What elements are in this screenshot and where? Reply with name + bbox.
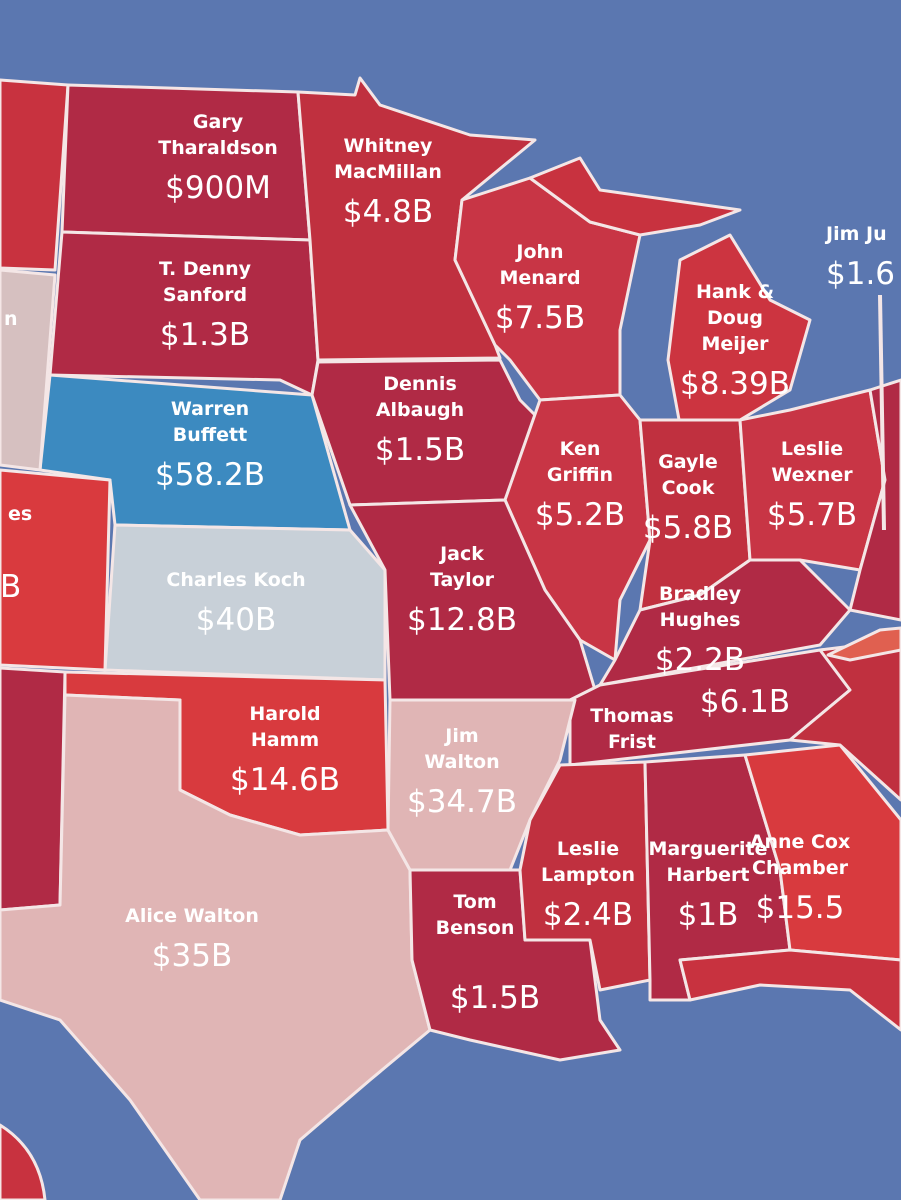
billionaire-name: Gary [193,111,244,133]
billionaire-name: Chamber [752,857,849,879]
billionaire-name: Hank & [696,281,774,303]
billionaire-name: Benson [436,917,515,939]
net-worth: $2.4B [543,897,633,933]
net-worth: $14.6B [230,762,340,798]
billionaire-name: Lampton [541,864,635,886]
billionaire-name: Charles Koch [166,569,305,591]
billionaire-name: Jack [438,543,484,565]
state-region [0,78,70,272]
billionaire-name: Anne Cox [750,831,851,853]
net-worth: $2.2B [655,642,745,678]
state-region [386,698,577,872]
billionaire-name: Warren [171,398,249,420]
billionaire-name: Hamm [251,729,319,751]
net-worth: $4.8B [343,194,433,230]
billionaire-name: Sanford [163,284,247,306]
billionaire-name: Meijer [701,333,769,355]
billionaire-name: Dennis [383,373,457,395]
net-worth: $900M [165,170,271,206]
state-region [598,558,852,687]
billionaire-name: Tom [453,891,496,913]
net-worth: $1.5B [450,980,540,1016]
billionaire-name: Walton [424,751,499,773]
billionaire-name: Tharaldson [158,137,278,159]
billionaire-name: Menard [499,267,580,289]
billionaire-name: Leslie [557,838,619,860]
state-region [666,233,812,427]
billionaire-name: Harold [249,703,320,725]
billionaire-name: T. Denny [159,258,252,280]
billionaire-name: Leslie [781,438,843,460]
net-worth: $40B [196,602,276,638]
state-region [678,948,901,1032]
net-worth: $5.2B [535,497,625,533]
billionaire-name: Hughes [660,609,741,631]
billionaire-name: n [4,308,18,330]
net-worth: B [0,569,21,605]
state-region [60,83,312,242]
state-region [788,638,901,802]
net-worth: $7.5B [495,300,585,336]
billionaire-name: Griffin [547,464,613,486]
net-worth: $58.2B [155,457,265,493]
billionaire-name: Frist [608,731,656,753]
net-worth: $8.39B [680,366,790,402]
net-worth: $1.3B [160,317,250,353]
state-region [453,176,642,402]
net-worth: $6.1B [700,684,790,720]
net-worth: $34.7B [407,784,517,820]
state-region [0,693,432,1200]
billionaire-name: Doug [707,307,763,329]
billionaire-name: Whitney [344,135,433,157]
net-worth: $15.5 [756,890,845,926]
state-region [0,666,67,912]
net-worth: $1B [678,897,739,933]
state-region [0,268,57,472]
state-region [826,626,901,662]
state-region [528,156,742,237]
net-worth: $35B [152,938,232,974]
billionaire-name: Jim [443,725,478,747]
billionaire-name: John [514,241,563,263]
billionaire-name: Cook [662,477,715,499]
callout-line [878,294,886,531]
billionaire-name: Thomas [590,705,673,727]
billionaire-name: es [8,503,32,525]
net-worth: $5.7B [767,497,857,533]
billionaire-name: Bradley [659,583,742,605]
net-worth: $1.6 [826,256,895,292]
billionaire-name: Alice Walton [125,905,259,927]
net-worth: $5.8B [643,510,733,546]
billionaire-name: Ken [560,438,601,460]
billionaire-name: Jim Ju [824,223,887,245]
net-worth: $12.8B [407,602,517,638]
state-region [518,760,652,992]
billionaire-name: MacMillan [334,161,442,183]
billionaire-name: Marguerite [649,838,768,860]
billionaire-name: Albaugh [376,399,464,421]
billionaire-name: Wexner [771,464,853,486]
billionaire-name: Taylor [430,569,495,591]
net-worth: $1.5B [375,432,465,468]
billionaire-name: Harbert [666,864,749,886]
billionaire-name: Buffett [173,424,247,446]
billionaire-name: Gayle [658,451,718,473]
state-region [0,468,112,672]
state-region [48,230,320,397]
